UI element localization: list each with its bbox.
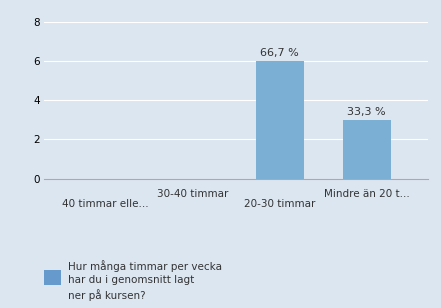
Bar <box>255 61 303 179</box>
Bar <box>343 120 391 179</box>
Text: 20-30 timmar: 20-30 timmar <box>244 199 315 209</box>
Text: 40 timmar elle...: 40 timmar elle... <box>62 199 149 209</box>
Text: Hur många timmar per vecka
har du i genomsnitt lagt
ner på kursen?: Hur många timmar per vecka har du i geno… <box>68 260 222 301</box>
Text: 30-40 timmar: 30-40 timmar <box>157 189 228 199</box>
Text: 66,7 %: 66,7 % <box>260 48 299 59</box>
Text: Mindre än 20 t...: Mindre än 20 t... <box>324 189 410 199</box>
Text: 33,3 %: 33,3 % <box>348 107 386 117</box>
